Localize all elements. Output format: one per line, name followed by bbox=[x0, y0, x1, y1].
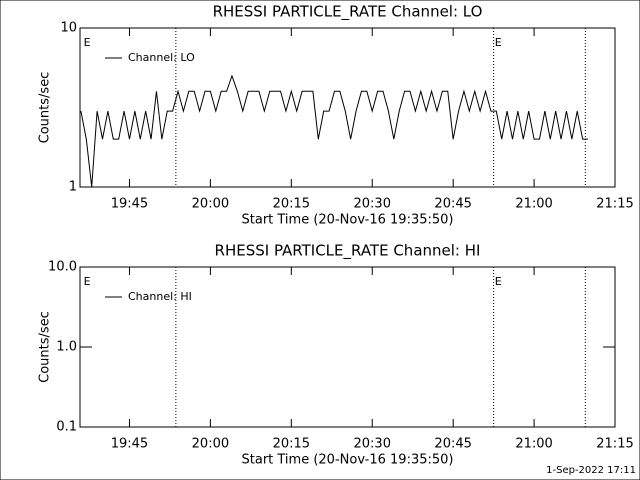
event-label: E bbox=[495, 275, 502, 288]
x-tick-label: 20:30 bbox=[354, 437, 391, 452]
x-tick-label: 21:15 bbox=[596, 197, 633, 212]
x-tick-label: 20:45 bbox=[434, 197, 471, 212]
data-line bbox=[80, 74, 589, 188]
event-label: E bbox=[495, 36, 502, 49]
y-tick-label: 1.0 bbox=[56, 340, 77, 355]
y-tick-label: 0.1 bbox=[56, 420, 77, 435]
x-tick-label: 20:00 bbox=[192, 437, 229, 452]
chart-title: RHESSI PARTICLE_RATE Channel: HI bbox=[215, 242, 481, 261]
x-tick-label: 20:30 bbox=[354, 197, 391, 212]
x-axis-label: Start Time (20-Nov-16 19:35:50) bbox=[242, 213, 454, 228]
x-tick-label: 21:15 bbox=[596, 437, 633, 452]
event-label: E bbox=[84, 36, 91, 49]
x-tick-label: 21:00 bbox=[515, 197, 552, 212]
event-label: E bbox=[84, 275, 91, 288]
x-tick-label: 19:45 bbox=[111, 197, 148, 212]
x-tick-label: 19:45 bbox=[111, 437, 148, 452]
x-tick-label: 20:00 bbox=[192, 197, 229, 212]
x-axis-label: Start Time (20-Nov-16 19:35:50) bbox=[242, 453, 454, 468]
legend-label: Channel: HI bbox=[128, 290, 192, 303]
y-axis-label: Counts/sec bbox=[38, 72, 53, 144]
x-tick-label: 21:00 bbox=[515, 437, 552, 452]
x-tick-label: 20:15 bbox=[273, 437, 310, 452]
legend-label: Channel: LO bbox=[128, 51, 195, 64]
plot-frame bbox=[79, 27, 616, 188]
y-axis-label: Counts/sec bbox=[38, 311, 53, 383]
x-tick-label: 20:15 bbox=[273, 197, 310, 212]
y-tick-label: 10.0 bbox=[48, 260, 77, 275]
y-tick-label: 10 bbox=[60, 21, 77, 36]
y-tick-label: 1 bbox=[69, 180, 77, 195]
x-tick-label: 20:45 bbox=[434, 437, 471, 452]
chart-title: RHESSI PARTICLE_RATE Channel: LO bbox=[213, 3, 483, 22]
footer: 1-Sep-2022 17:11 bbox=[546, 465, 636, 476]
